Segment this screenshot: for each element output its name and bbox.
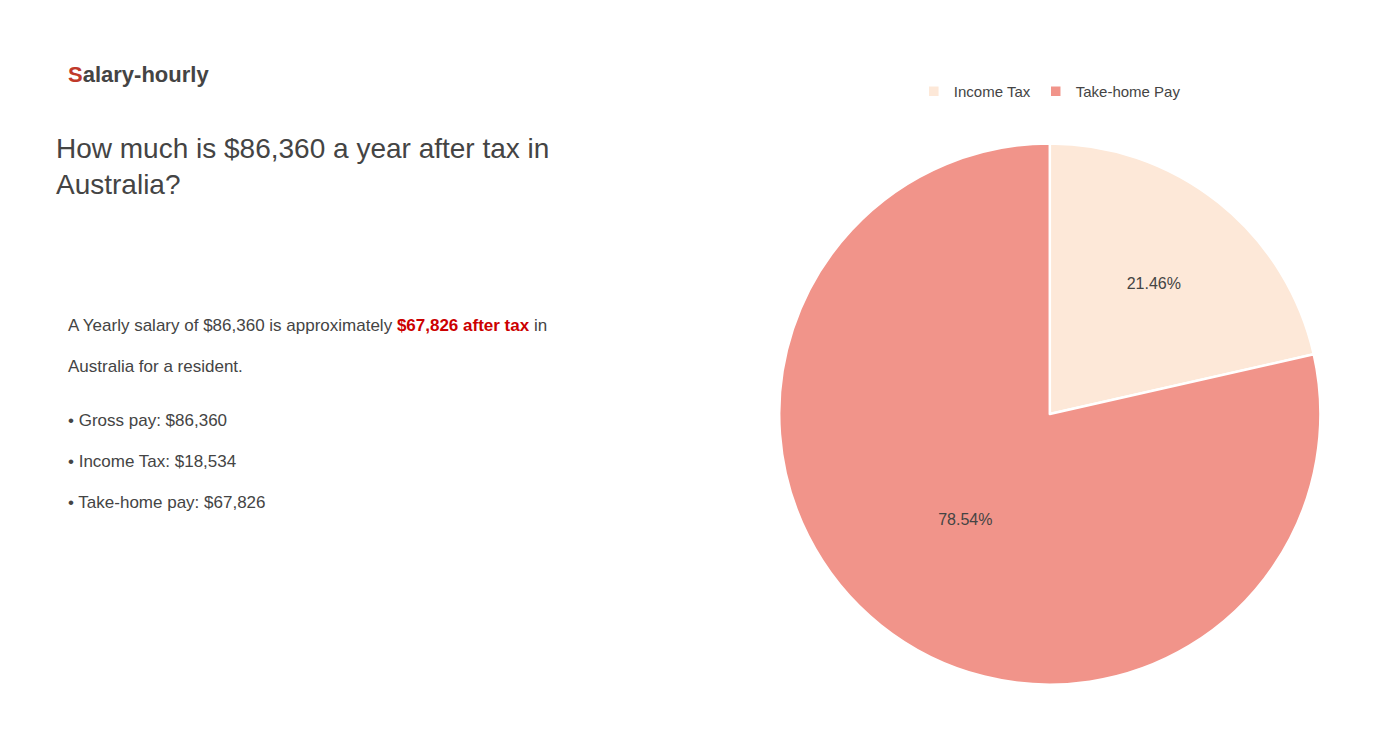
- svg-text:Australia for a resident.: Australia for a resident.: [68, 357, 243, 376]
- svg-text:21.46%: 21.46%: [1127, 275, 1181, 292]
- svg-text:78.54%: 78.54%: [938, 511, 992, 528]
- svg-text:• Income Tax: $18,534: • Income Tax: $18,534: [68, 452, 236, 471]
- svg-text:• Gross pay: $86,360: • Gross pay: $86,360: [68, 411, 227, 430]
- svg-text:How much is $86,360 a year aft: How much is $86,360 a year after tax inA…: [56, 133, 549, 200]
- svg-text:A Yearly salary of $86,360 is: A Yearly salary of $86,360 is approximat…: [68, 316, 547, 335]
- svg-text:Income Tax: Income Tax: [954, 83, 1031, 100]
- svg-text:Salary-hourly: Salary-hourly: [68, 62, 209, 87]
- svg-text:Take-home Pay: Take-home Pay: [1076, 83, 1181, 100]
- svg-text:• Take-home pay: $67,826: • Take-home pay: $67,826: [68, 493, 266, 512]
